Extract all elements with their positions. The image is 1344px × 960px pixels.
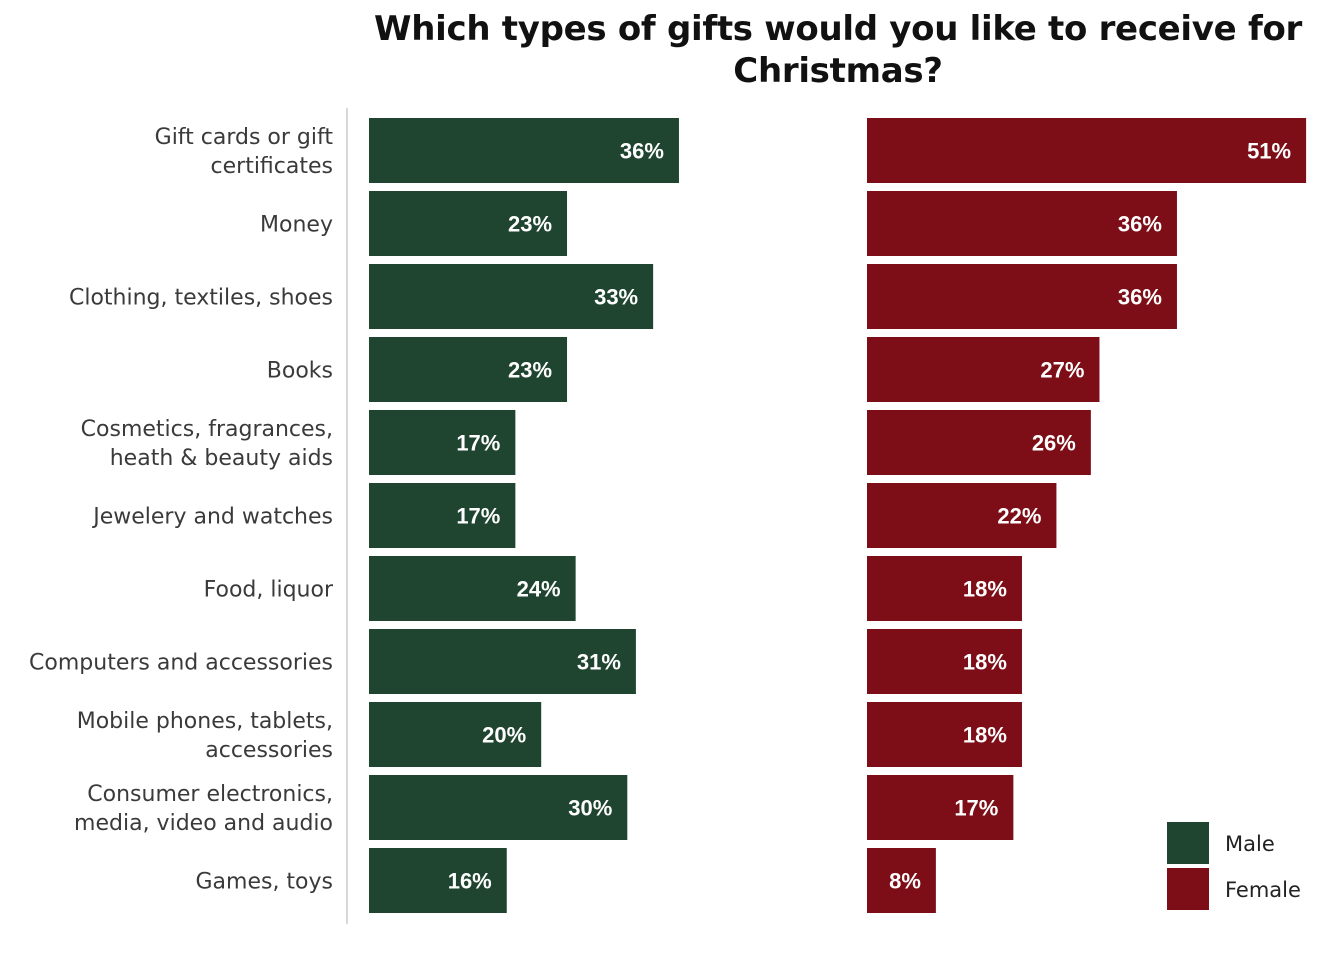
female-value-label: 36% bbox=[1118, 212, 1162, 237]
legend: Male Female bbox=[1167, 822, 1301, 910]
category-label: Clothing, textiles, shoes bbox=[69, 286, 333, 311]
male-bar bbox=[369, 483, 516, 548]
female-value-label: 8% bbox=[889, 869, 921, 894]
female-bar bbox=[867, 483, 1057, 548]
female-bar bbox=[867, 556, 1022, 621]
category-label: Jewelery and watches bbox=[91, 505, 333, 530]
male-value-label: 33% bbox=[594, 285, 638, 310]
female-bar bbox=[867, 337, 1100, 402]
category-label: certificates bbox=[211, 154, 333, 179]
female-panel: 51% 36% 36% 27% 26% 22% 18% 18% 18% 17% 8% bbox=[867, 118, 1307, 913]
male-value-label: 23% bbox=[508, 358, 552, 383]
legend-swatch-female bbox=[1167, 868, 1209, 910]
male-bar bbox=[369, 337, 568, 402]
category-label: Cosmetics, fragrances, bbox=[81, 417, 333, 442]
category-label: Money bbox=[260, 213, 333, 238]
category-label: Gift cards or gift bbox=[155, 125, 334, 150]
male-value-label: 23% bbox=[508, 212, 552, 237]
male-value-label: 36% bbox=[620, 139, 664, 164]
female-bar bbox=[867, 775, 1014, 840]
female-value-label: 36% bbox=[1118, 285, 1162, 310]
category-label: Books bbox=[267, 359, 333, 384]
male-bar bbox=[369, 264, 654, 329]
legend-label-female: Female bbox=[1225, 878, 1301, 902]
category-label: Games, toys bbox=[195, 870, 333, 895]
male-bar bbox=[369, 848, 507, 913]
female-bar bbox=[867, 264, 1177, 329]
male-bar bbox=[369, 629, 636, 694]
male-value-label: 17% bbox=[456, 431, 500, 456]
female-value-label: 18% bbox=[963, 650, 1007, 675]
male-value-label: 17% bbox=[456, 504, 500, 529]
female-bar bbox=[867, 410, 1091, 475]
male-bar bbox=[369, 410, 516, 475]
female-value-label: 27% bbox=[1040, 358, 1084, 383]
female-value-label: 18% bbox=[963, 723, 1007, 748]
male-value-label: 31% bbox=[577, 650, 621, 675]
category-label: accessories bbox=[205, 738, 333, 763]
male-value-label: 20% bbox=[482, 723, 526, 748]
category-label: media, video and audio bbox=[74, 811, 333, 836]
male-value-label: 16% bbox=[448, 869, 492, 894]
female-value-label: 26% bbox=[1032, 431, 1076, 456]
male-bar bbox=[369, 556, 576, 621]
male-bar bbox=[369, 118, 679, 183]
category-label: Consumer electronics, bbox=[87, 782, 333, 807]
female-bar bbox=[867, 702, 1022, 767]
female-value-label: 22% bbox=[997, 504, 1041, 529]
male-bar bbox=[369, 775, 628, 840]
male-panel: 36% 23% 33% 23% 17% 17% 24% 31% 20% 30% 16% bbox=[369, 118, 679, 913]
male-value-label: 24% bbox=[517, 577, 561, 602]
category-label: heath & beauty aids bbox=[110, 446, 333, 471]
female-value-label: 18% bbox=[963, 577, 1007, 602]
female-bar bbox=[867, 848, 936, 913]
male-bar bbox=[369, 702, 542, 767]
category-labels: Gift cards or gift certificates Money Cloth… bbox=[29, 125, 334, 895]
category-label: Food, liquor bbox=[204, 578, 334, 603]
male-value-label: 30% bbox=[568, 796, 612, 821]
male-bar bbox=[369, 191, 568, 256]
female-bar bbox=[867, 191, 1177, 256]
category-label: Computers and accessories bbox=[29, 651, 333, 676]
legend-swatch-male bbox=[1167, 822, 1209, 864]
legend-label-male: Male bbox=[1225, 832, 1275, 856]
female-value-label: 51% bbox=[1247, 139, 1291, 164]
chart-title: Which types of gifts would you like to r… bbox=[374, 9, 1302, 91]
female-bar bbox=[867, 118, 1307, 183]
female-value-label: 17% bbox=[954, 796, 998, 821]
female-bar bbox=[867, 629, 1022, 694]
category-label: Mobile phones, tablets, bbox=[77, 709, 333, 734]
